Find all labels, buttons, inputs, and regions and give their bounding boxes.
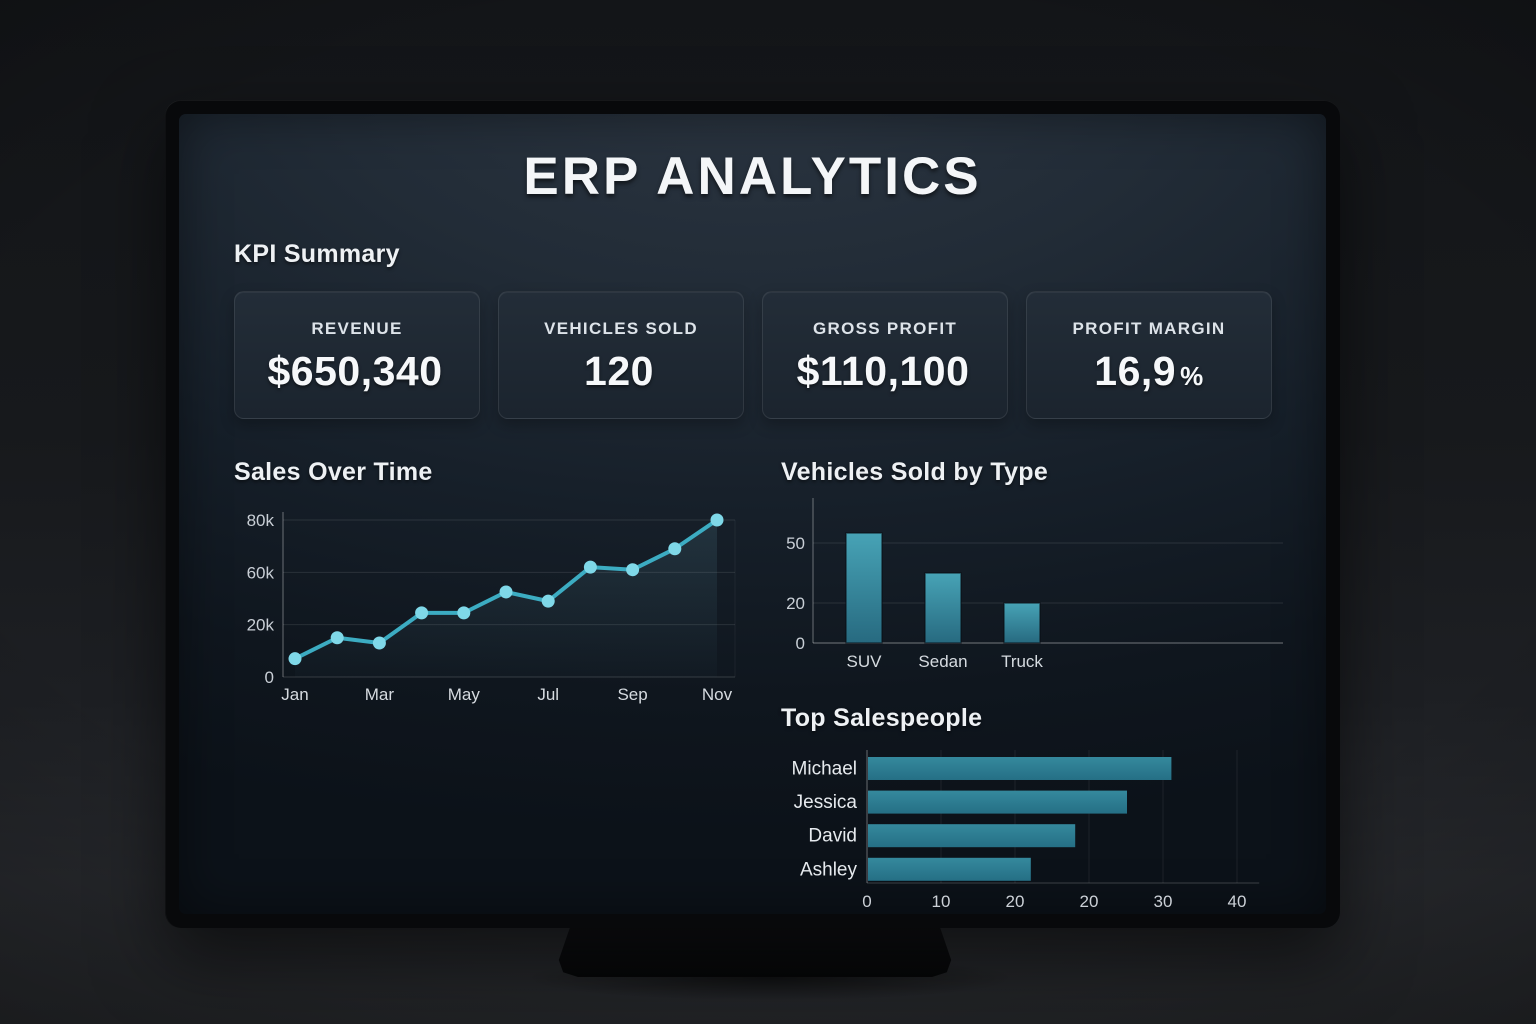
kpi-card-value: 120 xyxy=(584,348,658,395)
kpi-card-vehicles-sold: VEHICLES SOLD 120 xyxy=(498,291,744,419)
svg-text:David: David xyxy=(808,826,857,847)
kpi-card-value: 16,9% xyxy=(1094,348,1203,395)
kpi-cards-row: REVENUE $650,340 VEHICLES SOLD 120 GROSS… xyxy=(234,291,1272,419)
svg-text:20k: 20k xyxy=(247,616,275,635)
svg-text:50: 50 xyxy=(786,534,805,553)
kpi-card-label: GROSS PROFIT xyxy=(812,319,958,338)
svg-text:40: 40 xyxy=(1228,892,1247,911)
svg-text:Nov: Nov xyxy=(702,685,733,704)
svg-text:0: 0 xyxy=(265,668,274,687)
svg-text:Jessica: Jessica xyxy=(794,792,858,813)
svg-text:Ashley: Ashley xyxy=(800,859,858,880)
svg-text:20: 20 xyxy=(786,594,805,613)
top-salespeople-chart: 0 10 20 20 30 40 Michael Jessica David Ashley xyxy=(792,750,1260,911)
svg-text:May: May xyxy=(448,685,481,704)
svg-text:60k: 60k xyxy=(247,563,275,582)
tv-frame: ERP ANALYTICS KPI Summary REVENUE $650,3… xyxy=(165,100,1340,928)
page-title: ERP ANALYTICS xyxy=(523,147,982,206)
kpi-card-revenue: REVENUE $650,340 xyxy=(234,291,480,419)
svg-text:20: 20 xyxy=(1080,892,1099,911)
kpi-value-suffix: % xyxy=(1180,361,1204,391)
kpi-value-text: 16,9 xyxy=(1094,348,1177,394)
svg-text:30: 30 xyxy=(1154,892,1173,911)
svg-text:80k: 80k xyxy=(247,511,275,530)
kpi-value-text: $650,340 xyxy=(267,348,443,394)
svg-text:Sep: Sep xyxy=(617,685,647,704)
vehicles-sold-by-type-heading: Vehicles Sold by Type xyxy=(781,458,1049,486)
svg-text:Mar: Mar xyxy=(365,685,395,704)
svg-text:SUV: SUV xyxy=(847,652,883,671)
kpi-card-label: VEHICLES SOLD xyxy=(544,319,698,338)
kpi-card-value: $650,340 xyxy=(267,348,446,395)
svg-text:Michael: Michael xyxy=(792,759,857,780)
svg-text:20: 20 xyxy=(1006,892,1025,911)
dashboard-screen: ERP ANALYTICS KPI Summary REVENUE $650,3… xyxy=(179,114,1326,914)
kpi-card-gross-profit: GROSS PROFIT $110,100 xyxy=(762,291,1008,419)
svg-text:10: 10 xyxy=(932,892,951,911)
kpi-card-profit-margin: PROFIT MARGIN 16,9% xyxy=(1026,291,1272,419)
sales-over-time-heading: Sales Over Time xyxy=(234,458,433,486)
kpi-value-text: 120 xyxy=(584,348,654,394)
kpi-summary-heading: KPI Summary xyxy=(234,240,400,268)
svg-text:0: 0 xyxy=(796,634,805,653)
top-salespeople-heading: Top Salespeople xyxy=(781,704,983,732)
kpi-card-value: $110,100 xyxy=(797,348,974,395)
svg-text:Jan: Jan xyxy=(281,685,308,704)
sales-over-time-chart: 0 20k 60k 80k Jan Mar May Jul Sep Nov xyxy=(247,511,736,704)
kpi-card-label: REVENUE xyxy=(311,319,403,338)
kpi-value-text: $110,100 xyxy=(796,348,970,394)
svg-text:Sedan: Sedan xyxy=(918,652,967,671)
vehicles-sold-by-type-chart: 0 20 50 SUV Sedan Truck xyxy=(786,498,1283,671)
svg-text:Truck: Truck xyxy=(1001,652,1043,671)
svg-text:Jul: Jul xyxy=(537,685,559,704)
svg-text:0: 0 xyxy=(862,892,871,911)
kpi-card-label: PROFIT MARGIN xyxy=(1072,319,1226,338)
tv-stand xyxy=(558,924,952,977)
